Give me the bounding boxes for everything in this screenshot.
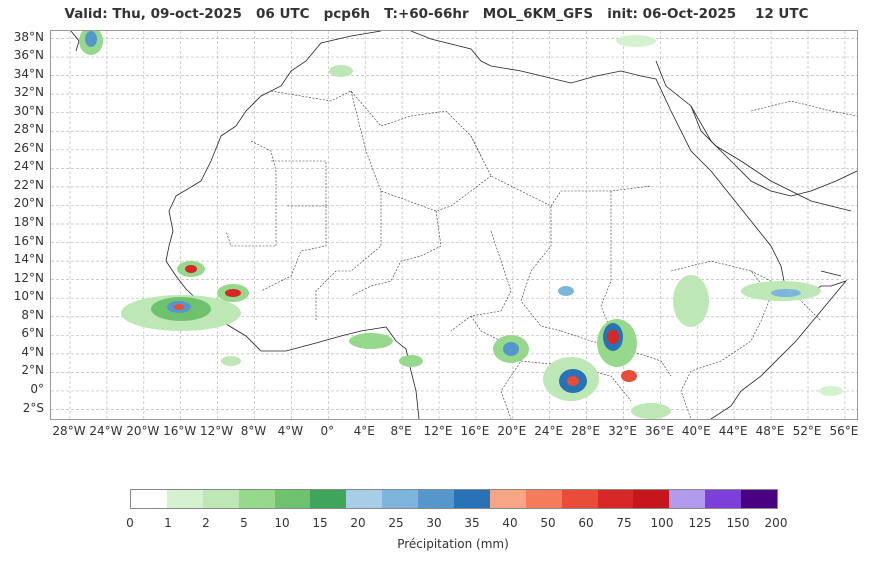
lon-label: 20°E — [497, 424, 527, 438]
lon-label: 40°E — [681, 424, 711, 438]
lon-label: 28°W — [52, 424, 86, 438]
lat-label: 28°N — [13, 122, 44, 137]
lat-label: 36°N — [13, 48, 44, 63]
colorbar-tick-label: 5 — [240, 516, 248, 530]
lat-label: 2°N — [21, 363, 44, 378]
lat-label: 16°N — [13, 233, 44, 248]
colorbar-tick-label: 200 — [764, 516, 788, 530]
colorbar-swatch — [382, 490, 419, 508]
lon-label: 20°W — [126, 424, 160, 438]
colorbar-swatch — [705, 490, 742, 508]
lon-label: 56°E — [829, 424, 859, 438]
colorbar-tick-label: 100 — [650, 516, 674, 530]
colorbar-swatch — [669, 490, 706, 508]
colorbar-swatch — [274, 490, 311, 508]
colorbar-swatch — [741, 490, 778, 508]
colorbar-tick-label: 125 — [688, 516, 712, 530]
lat-label: 34°N — [13, 66, 44, 81]
lon-label: 4°W — [277, 424, 304, 438]
country-borders — [225, 90, 857, 419]
colorbar-swatch — [238, 490, 275, 508]
lon-label: 24°E — [534, 424, 564, 438]
lat-label: 20°N — [13, 196, 44, 211]
colorbar-tick-label: 150 — [726, 516, 750, 530]
lat-label: 12°N — [13, 270, 44, 285]
lat-label: 2°S — [22, 400, 44, 415]
precipitation-field — [79, 31, 843, 419]
lon-label: 8°E — [390, 424, 412, 438]
colorbar-swatch — [489, 490, 526, 508]
lon-label: 44°E — [718, 424, 748, 438]
lat-label: 4°N — [21, 344, 44, 359]
lat-label: 10°N — [13, 289, 44, 304]
colorbar — [130, 489, 778, 509]
lat-label: 8°N — [21, 307, 44, 322]
lat-label: 14°N — [13, 252, 44, 267]
colorbar-tick-label: 75 — [616, 516, 632, 530]
colorbar-tick-label: 60 — [578, 516, 594, 530]
lon-label: 16°E — [460, 424, 490, 438]
colorbar-tick-label: 35 — [464, 516, 480, 530]
colorbar-tick-label: 1 — [164, 516, 172, 530]
lon-label: 0° — [320, 424, 335, 438]
lon-label: 36°E — [644, 424, 674, 438]
lat-label: 24°N — [13, 159, 44, 174]
colorbar-swatch — [454, 490, 490, 508]
map-title: Valid: Thu, 09-oct-2025 06 UTC pcp6h T:+… — [64, 6, 809, 22]
colorbar-label: Précipitation (mm) — [397, 537, 509, 551]
lat-label: 18°N — [13, 215, 44, 229]
lon-label: 32°E — [608, 424, 637, 438]
lon-label: 16°W — [163, 424, 197, 438]
colorbar-tick-label: 25 — [388, 516, 404, 530]
colorbar-swatch — [310, 490, 347, 508]
colorbar-tick-label: 20 — [350, 516, 366, 530]
colorbar-tick-label: 2 — [202, 516, 210, 530]
colorbar-tick-label: 40 — [502, 516, 518, 530]
lat-label: 22°N — [13, 177, 44, 192]
lon-label: 4°E — [353, 424, 375, 438]
colorbar-tick-label: 50 — [540, 516, 556, 530]
map-canvas — [51, 31, 857, 419]
lon-label: 24°W — [89, 424, 123, 438]
graticule — [51, 31, 857, 419]
lat-label: 38°N — [13, 29, 44, 44]
lon-label: 8°W — [240, 424, 267, 438]
lat-label: 6°N — [21, 326, 44, 341]
lon-label: 48°E — [755, 424, 785, 438]
colorbar-tick-label: 30 — [426, 516, 442, 530]
colorbar-swatch — [633, 490, 670, 508]
colorbar-swatch — [597, 490, 634, 508]
colorbar-swatch — [418, 490, 455, 508]
lat-label: 26°N — [13, 140, 44, 155]
precipitation-map — [50, 30, 858, 420]
colorbar-swatch — [525, 490, 562, 508]
colorbar-swatch — [346, 490, 383, 508]
colorbar-swatch — [561, 490, 598, 508]
colorbar-tick-label: 15 — [312, 516, 328, 530]
coastline — [70, 31, 857, 419]
colorbar-swatch — [202, 490, 239, 508]
lon-label: 12°E — [423, 424, 453, 438]
lon-label: 52°E — [792, 424, 822, 438]
colorbar-swatch — [166, 490, 203, 508]
colorbar-swatch — [131, 490, 167, 508]
colorbar-tick-label: 10 — [274, 516, 290, 530]
lon-label: 12°W — [200, 424, 234, 438]
lat-label: 0° — [30, 381, 44, 396]
lat-label: 30°N — [13, 103, 44, 118]
lon-label: 28°E — [571, 424, 601, 438]
colorbar-tick-label: 0 — [126, 516, 134, 530]
lat-label: 32°N — [13, 85, 44, 100]
